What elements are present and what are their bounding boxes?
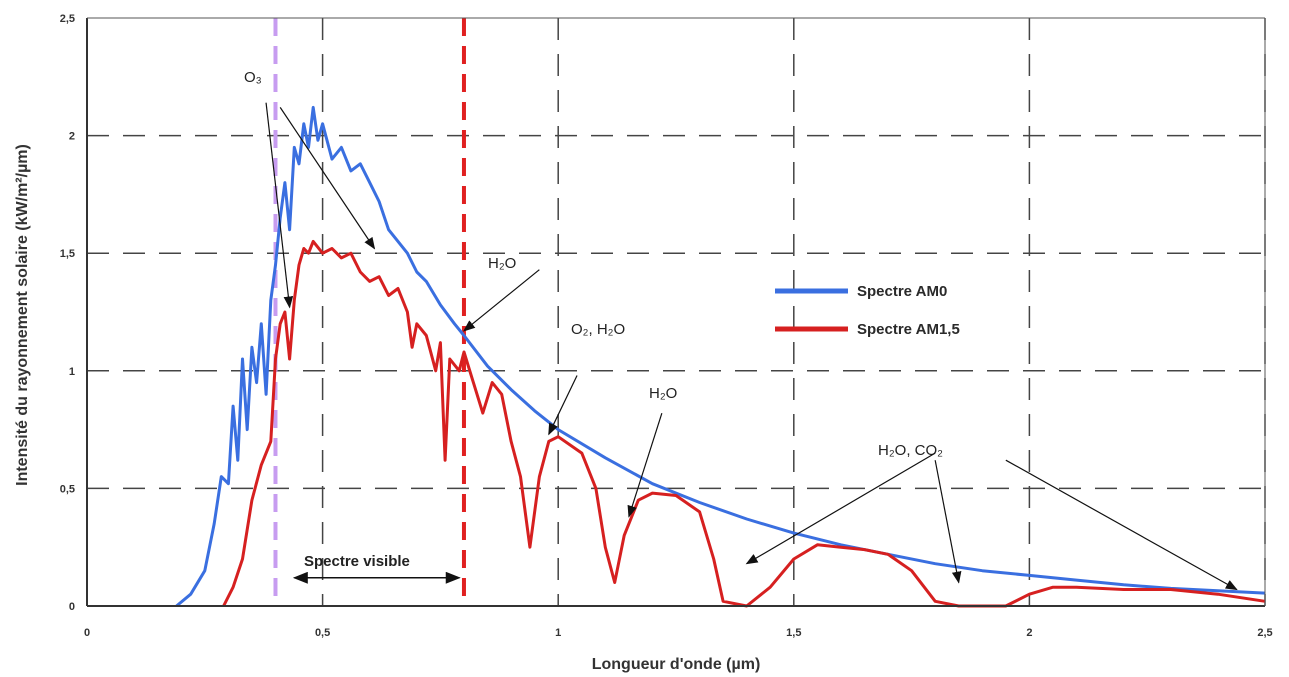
legend-label-am15: Spectre AM1,5: [857, 321, 960, 338]
x-tick-label: 1: [555, 627, 561, 639]
annotation-arrow-0: [265, 102, 294, 309]
legend: Spectre AM0 Spectre AM1,5: [775, 283, 960, 338]
annotation-arrow-1: [279, 107, 376, 250]
annotation-o3: O₃: [244, 69, 262, 86]
vertical-markers: [273, 18, 466, 606]
y-tick-label: 1: [69, 366, 75, 378]
axes: [86, 17, 1266, 607]
series-line-1: [222, 239, 1266, 608]
annotation-h2o-1: H₂O: [488, 255, 516, 272]
annotation-arrow-7: [1005, 459, 1238, 591]
annotation-h2o-2: H₂O: [649, 385, 677, 402]
annotation-arrow-6: [934, 460, 962, 584]
annotation-h2o-co2: H₂O, CO₂: [878, 442, 943, 459]
annotation-arrow-3: [548, 375, 578, 436]
y-tick-label: 0: [69, 601, 75, 613]
annotation-o2-h2o: O₂, H₂O: [571, 321, 625, 338]
x-tick-label: 0: [84, 627, 90, 639]
annotation-arrows: [265, 102, 1238, 591]
y-tick-label: 0,5: [60, 483, 75, 495]
annotation-arrow-2: [463, 269, 540, 332]
annotation-arrow-5: [745, 452, 936, 565]
annotation-arrow-4: [627, 412, 663, 518]
series-layer: [175, 105, 1266, 608]
y-axis-title: Intensité du rayonnement solaire (kW/m²/…: [14, 144, 31, 486]
legend-label-am0: Spectre AM0: [857, 283, 947, 300]
y-tick-label: 2: [69, 131, 75, 143]
x-tick-label: 2: [1026, 627, 1032, 639]
x-tick-label: 0,5: [315, 627, 330, 639]
annotation-visible-spectrum: Spectre visible: [304, 553, 410, 570]
x-tick-label: 2,5: [1257, 627, 1272, 639]
x-axis-title: Longueur d'onde (µm): [592, 656, 761, 673]
y-tick-label: 2,5: [60, 13, 75, 25]
annotations: O₃ H₂O O₂, H₂O H₂O H₂O, CO₂ Spectre visi…: [244, 69, 943, 570]
tick-labels: 0 0,5 1 1,5 2 2,5 0 0,5 1 1,5 2 2,5: [60, 13, 1273, 639]
series-line-0: [175, 105, 1266, 608]
y-tick-label: 1,5: [60, 248, 75, 260]
x-tick-label: 1,5: [786, 627, 801, 639]
